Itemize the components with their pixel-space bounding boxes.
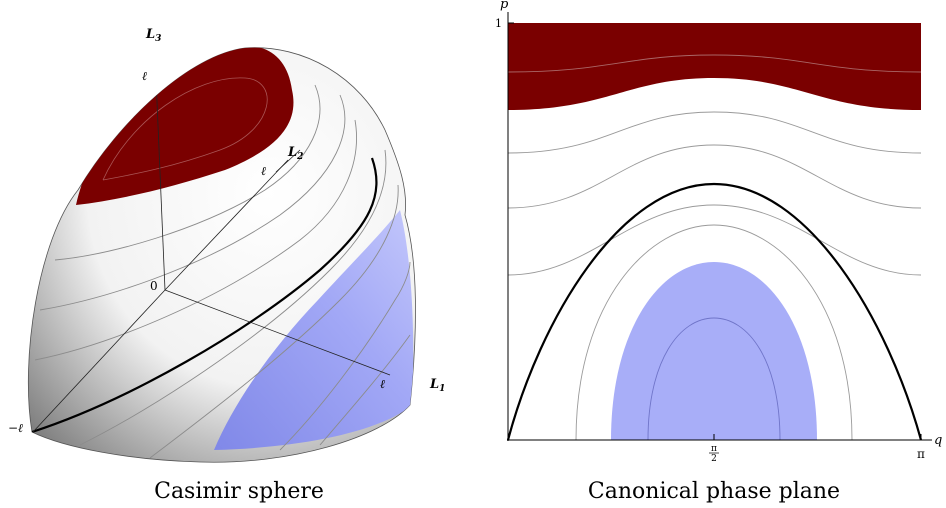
phase-contour	[507, 111, 922, 154]
phase-contour	[507, 144, 922, 209]
sphere-contour	[279, 261, 411, 451]
axis-l2-extension	[275, 149, 301, 173]
phase-plane-panel: p q 1 π 2 π Canonical phase plane	[495, 0, 942, 504]
phase-blue-contour	[647, 317, 781, 441]
sphere-contour	[79, 149, 387, 446]
axis-l1-label: L1	[429, 377, 445, 394]
q-tick-pi: π	[917, 447, 925, 461]
phase-blue-island	[611, 262, 817, 440]
sphere-contour	[102, 77, 268, 181]
caption-casimir-sphere: Casimir sphere	[154, 479, 324, 504]
sphere-contour	[34, 119, 357, 361]
axis-l2-line	[164, 159, 289, 291]
phase-red-band	[508, 23, 921, 110]
phase-contour	[507, 204, 922, 276]
phase-contours	[507, 111, 922, 441]
tick-neg-ell: −ℓ	[8, 421, 23, 435]
sphere-contours	[34, 84, 411, 459]
tick-ell-top: ℓ	[142, 69, 147, 83]
tick-origin: 0	[150, 279, 158, 293]
sphere-contour	[39, 94, 346, 311]
caption-canonical-phase-plane: Canonical phase plane	[588, 479, 840, 504]
q-tick-pi-half-num: π	[711, 444, 717, 454]
q-axis-label: q	[934, 433, 942, 448]
sphere-red-cap	[76, 47, 294, 205]
sphere-axes	[32, 77, 391, 433]
tick-ell-mid: ℓ	[261, 164, 266, 178]
phase-red-contour	[507, 54, 922, 73]
axis-l3-label: L3	[145, 27, 161, 44]
axis-l2-label: L2	[287, 145, 303, 162]
phase-separatrix	[506, 182, 923, 441]
sphere-blue-region	[214, 210, 414, 450]
axis-neg-line	[32, 289, 166, 433]
p-axis-label: p	[500, 0, 509, 12]
p-tick-1: 1	[495, 17, 502, 30]
sphere-contour	[149, 184, 399, 459]
phase-contour	[575, 224, 853, 441]
tick-ell-right: ℓ	[380, 377, 385, 391]
q-tick-pi-half-den: 2	[711, 454, 717, 464]
axis-l1-line	[164, 289, 391, 376]
sphere-separatrix	[31, 157, 378, 434]
axis-l3-line	[155, 77, 166, 291]
sphere-contour	[54, 84, 321, 261]
sphere-contour	[319, 334, 411, 446]
casimir-sphere-panel: L3 L2 L1 ℓ ℓ ℓ 0 −ℓ Casimir sphere	[8, 27, 445, 504]
